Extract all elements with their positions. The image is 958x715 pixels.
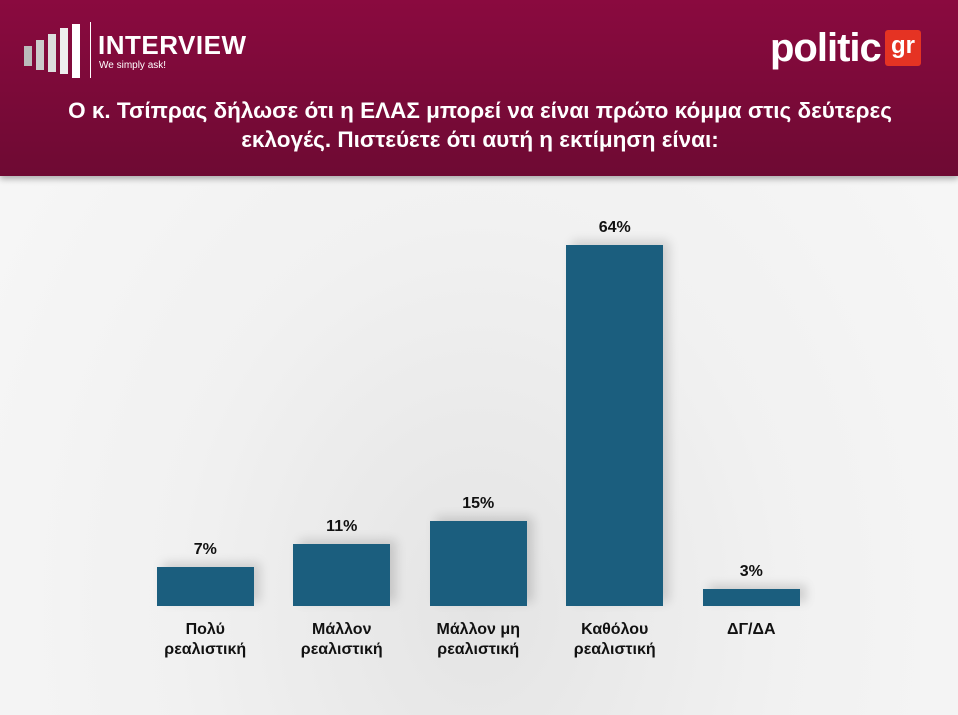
x-tick-label: ΔΓ/ΔΑ — [726, 621, 776, 638]
tagline: We simply ask! — [99, 60, 167, 71]
value-label: 11% — [326, 517, 358, 535]
x-tick-label: Μάλλον ρεαλιστική — [300, 621, 383, 658]
header: INTERVIEW We simply ask! politic gr Ο κ.… — [0, 0, 958, 176]
brand-icon — [24, 24, 80, 78]
value-label: 64% — [598, 219, 631, 237]
bar — [293, 543, 391, 606]
value-label: 15% — [462, 495, 495, 513]
chart-title: Ο κ. Τσίπρας δήλωσε ότι η ΕΛΑΣ μπορεί να… — [68, 98, 892, 152]
x-tick-label: Πολύ ρεαλιστική — [164, 621, 247, 658]
logo-suffix: gr — [885, 30, 921, 66]
bar — [566, 245, 664, 606]
brand: INTERVIEW — [98, 30, 247, 60]
value-label: 7% — [193, 540, 217, 558]
bar — [429, 521, 527, 606]
value-label: 3% — [739, 563, 763, 581]
logo: politic — [770, 26, 882, 70]
bar — [702, 589, 800, 606]
separator — [90, 22, 91, 78]
x-tick-label: Καθόλου ρεαλιστική — [573, 621, 656, 658]
bar — [156, 566, 254, 606]
x-tick-label: Μάλλον μη ρεαλιστική — [436, 621, 520, 658]
